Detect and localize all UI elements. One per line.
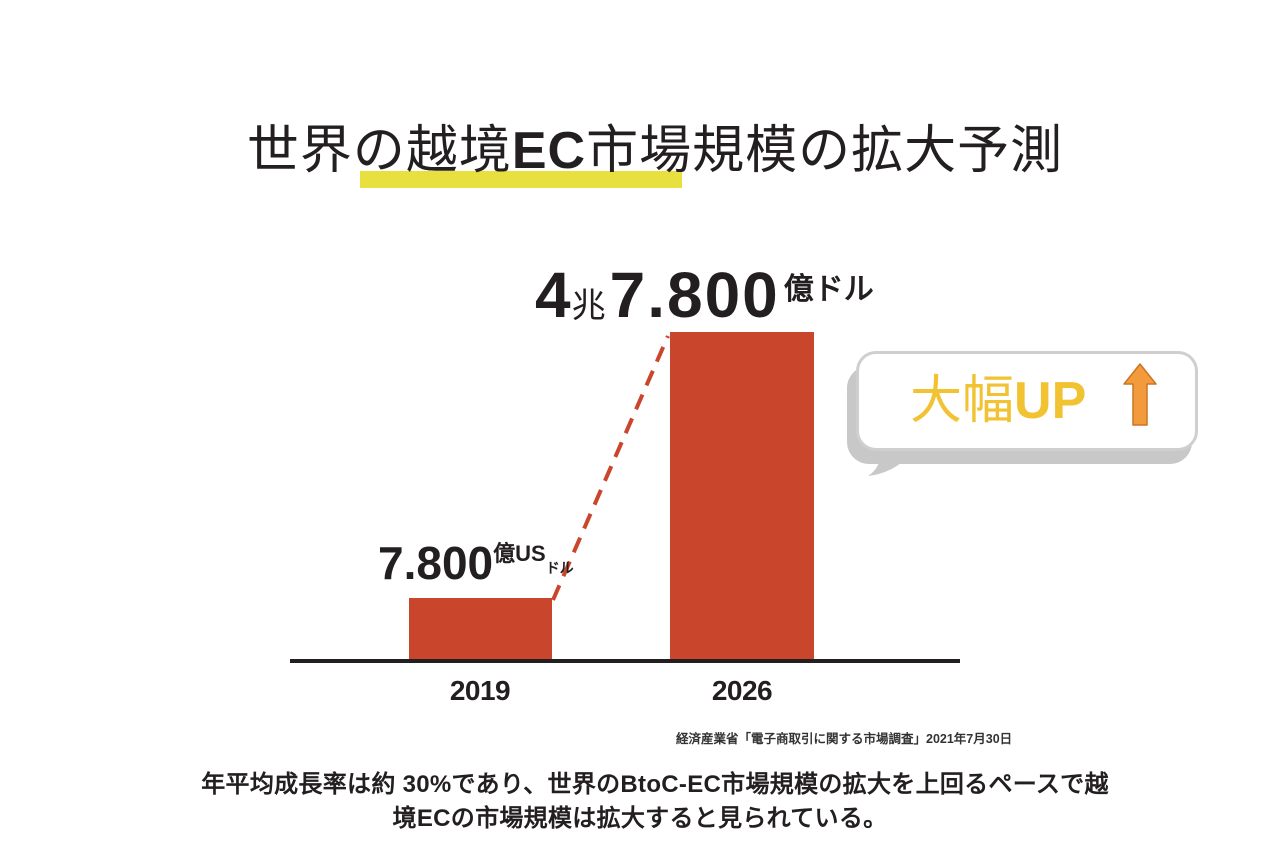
title-text-part1: 世界の越境 [246,121,512,181]
summary-line-2: 境ECの市場規模は拡大すると見られている。 [392,805,888,832]
page-title: 世界の越境EC市場規模の拡大予測 [0,118,1280,184]
bar-2026 [670,332,814,660]
value-2026-trillion-unit: 兆 [571,286,606,326]
x-tick-2026: 2026 [711,675,773,706]
title-highlight-bar [360,171,682,188]
callout-text-kanji: 大幅 [910,371,1015,431]
summary-line-1: 年平均成長率は約 30%であり、世界のBtoC-EC市場規模の拡大を上回るペース… [201,771,1109,798]
value-2019-unit-small: ドル [545,560,574,576]
summary-text: 年平均成長率は約 30%であり、世界のBtoC-EC市場規模の拡大を上回るペース… [0,768,1280,836]
up-arrow-icon [1123,363,1157,426]
bar-2019 [409,598,552,660]
value-label-2019: 7.800億USドル [378,536,574,590]
source-citation: 経済産業省「電子商取引に関する市場調査」2021年7月30日 [676,732,1013,746]
title-text-part2: 市場規模の拡大予測 [586,121,1064,181]
callout-text: 大幅UP [910,370,1086,432]
value-label-2026: 4兆7.800 億ドル [535,258,874,332]
value-2026-trillion: 4 [535,259,571,331]
value-2026-unit: 億ドル [783,273,874,306]
page-title-block: 世界の越境EC市場規模の拡大予測 [0,118,1280,188]
value-2019-unit: 億US [493,541,546,566]
x-axis-line [290,659,960,663]
callout-text-up: UP [1014,372,1087,430]
value-2019-number: 7.800 [378,537,494,589]
title-text-ec: EC [511,122,587,180]
x-tick-2019: 2019 [449,675,511,706]
value-2026-number: 7.800 [609,259,780,331]
